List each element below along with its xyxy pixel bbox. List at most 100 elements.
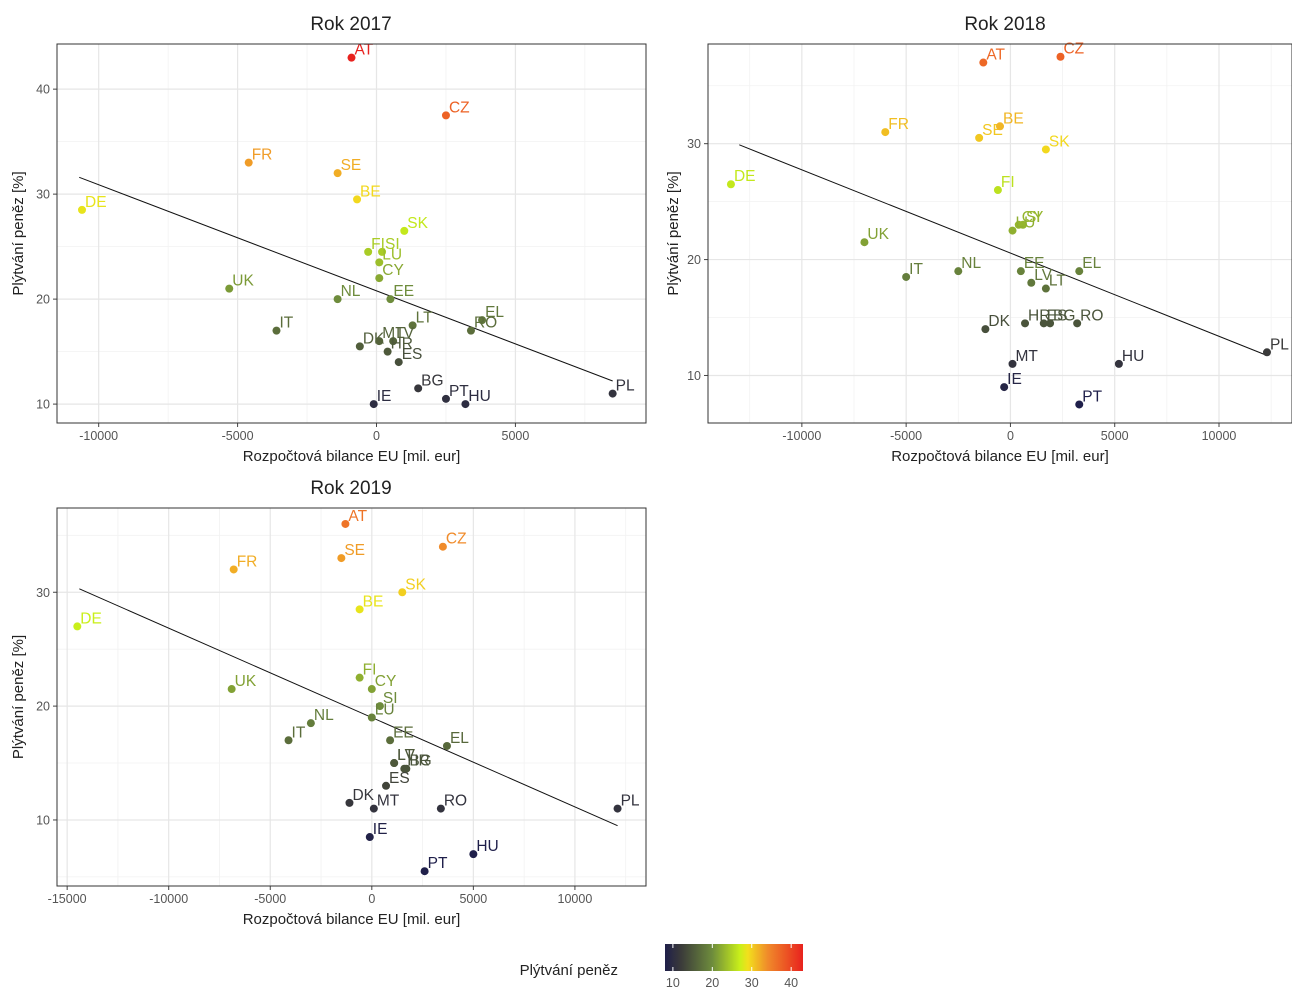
point-es <box>394 358 403 367</box>
point-label-it: IT <box>279 315 293 332</box>
point-label-uk: UK <box>867 226 889 243</box>
point-el <box>442 741 451 750</box>
point-label-lu: LU <box>375 701 395 718</box>
regression-line <box>79 176 613 382</box>
point-label-sk: SK <box>405 576 426 593</box>
point-label-cy: CY <box>1022 209 1044 226</box>
point-label-at: AT <box>355 42 374 59</box>
y-axis-title: Plýtvání peněz [%] <box>10 635 27 759</box>
y-tick-label: 10 <box>36 813 50 827</box>
point-sk <box>398 588 407 597</box>
point-pt <box>420 867 429 876</box>
y-tick-label: 30 <box>36 188 50 202</box>
point-de <box>78 205 87 214</box>
point-be <box>355 605 364 614</box>
point-label-fi: FI <box>1001 174 1015 191</box>
point-label-pt: PT <box>449 383 469 400</box>
point-label-dk: DK <box>988 313 1010 330</box>
point-pl <box>613 804 622 813</box>
point-label-el: EL <box>485 304 504 321</box>
point-ro <box>466 326 475 335</box>
gridlines <box>57 44 646 423</box>
point-label-uk: UK <box>232 273 254 290</box>
point-nl <box>306 719 315 728</box>
point-el <box>1075 267 1084 276</box>
panel-1: -10000 -5000 0 500010203040ATCZFRSEBEDESKFI… <box>10 14 647 465</box>
point-label-hr: HR <box>407 753 429 770</box>
point-hr <box>383 347 392 356</box>
point-label-fr: FR <box>888 116 909 133</box>
point-label-bg: BG <box>1053 307 1075 324</box>
point-label-pl: PL <box>616 378 635 395</box>
point-bg <box>414 384 423 393</box>
point-se <box>337 554 346 563</box>
point-label-fr: FR <box>252 147 273 164</box>
point-bg <box>1046 319 1055 328</box>
point-be <box>996 122 1004 131</box>
point-label-cz: CZ <box>1063 41 1084 58</box>
point-label-dk: DK <box>352 787 374 804</box>
point-dk <box>345 798 354 807</box>
x-tick-label: 5000 <box>459 892 487 906</box>
point-label-lv: LV <box>1034 267 1052 284</box>
regression-line <box>79 588 618 827</box>
point-label-cy: CY <box>382 262 404 279</box>
gridlines <box>708 44 1292 423</box>
point-mt <box>1008 359 1017 368</box>
point-label-es: ES <box>389 770 410 787</box>
point-ie <box>369 400 378 409</box>
y-tick-label: 10 <box>36 398 50 412</box>
point-lu <box>1008 226 1017 235</box>
point-lv <box>1027 278 1036 287</box>
point-label-lt: LT <box>397 747 414 764</box>
point-pt <box>441 394 450 403</box>
point-ee <box>386 295 395 304</box>
point-cz <box>441 111 450 120</box>
point-label-sk: SK <box>407 215 428 232</box>
x-tick-label: 5000 <box>502 429 530 443</box>
point-label-cy: CY <box>375 673 397 690</box>
y-tick-label: 30 <box>36 586 50 600</box>
point-nl <box>954 267 963 276</box>
point-label-be: BE <box>363 593 384 610</box>
point-lu <box>375 258 384 267</box>
point-label-si: SI <box>385 236 400 253</box>
point-fi <box>364 247 373 256</box>
point-uk <box>227 685 236 694</box>
point-label-se: SE <box>344 542 365 559</box>
point-label-el: EL <box>450 730 469 747</box>
x-tick-label: -5000 <box>254 892 286 906</box>
point-ee <box>386 736 395 745</box>
point-label-es: ES <box>402 346 423 363</box>
point-bg <box>402 764 411 773</box>
x-tick-label: -15000 <box>48 892 87 906</box>
point-label-fi: FI <box>363 662 377 679</box>
point-cz <box>438 542 447 551</box>
point-si <box>375 702 384 711</box>
legend-title: Plýtvání peněz <box>520 962 618 979</box>
point-mt <box>375 337 384 346</box>
y-tick-label: 10 <box>687 369 701 383</box>
point-be <box>353 195 362 204</box>
point-ie <box>1000 383 1009 392</box>
point-fi <box>355 673 364 682</box>
point-se <box>975 133 984 142</box>
x-tick-label: 5000 <box>1101 429 1129 443</box>
y-axis-title: Plýtvání peněz [%] <box>10 171 27 295</box>
x-tick-label: -10000 <box>782 429 821 443</box>
point-label-lv: LV <box>396 325 414 342</box>
x-axis-title: Rozpočtová bilance EU [mil. eur] <box>243 911 461 928</box>
x-tick-label: -5000 <box>890 429 922 443</box>
colorbar <box>665 944 803 971</box>
regression-line <box>739 144 1266 356</box>
point-cy <box>375 274 384 283</box>
x-tick-label: 10000 <box>558 892 593 906</box>
point-label-mt: MT <box>382 325 405 342</box>
point-cz <box>1056 52 1065 61</box>
point-label-si: SI <box>1026 209 1041 226</box>
point-dk <box>355 342 364 351</box>
point-label-pl: PL <box>621 793 640 810</box>
point-pl <box>608 389 617 398</box>
